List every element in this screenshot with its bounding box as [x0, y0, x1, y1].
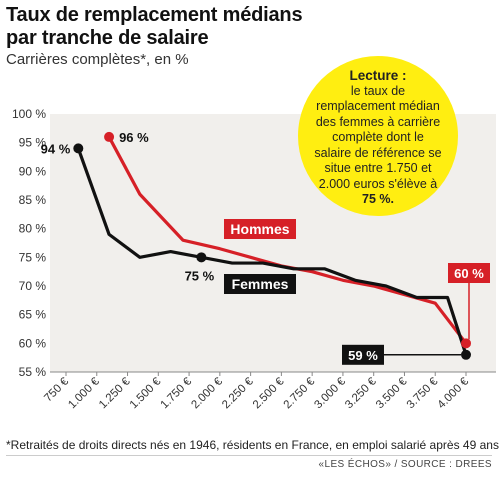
- x-tick-label: 1.500 €: [128, 375, 164, 411]
- data-label: 94 %: [41, 141, 71, 156]
- x-tick-label: 2.250 €: [220, 375, 256, 411]
- y-tick-label: 80 %: [19, 222, 47, 236]
- x-tick-label: 1.000 €: [66, 375, 102, 411]
- x-tick-label: 2.750 €: [282, 375, 318, 411]
- source-credit: «LES ÉCHOS» / SOURCE : DREES: [318, 459, 492, 470]
- series-tag-label: Femmes: [232, 276, 289, 292]
- footnote: *Retraités de droits directs nés en 1946…: [6, 438, 500, 452]
- x-tick-label: 750 €: [42, 375, 71, 404]
- y-tick-label: 55 %: [19, 365, 47, 379]
- y-tick-label: 70 %: [19, 279, 47, 293]
- point-marker: [104, 131, 115, 142]
- data-label: 59 %: [348, 348, 378, 363]
- x-tick-label: 2.500 €: [251, 375, 287, 411]
- y-tick-label: 90 %: [19, 164, 47, 178]
- x-tick-label: 1.250 €: [97, 375, 133, 411]
- y-tick-label: 85 %: [19, 193, 47, 207]
- x-tick-label: 1.750 €: [159, 375, 195, 411]
- y-axis: 100 % 95 % 90 % 85 % 80 % 75 % 70 % 65 % 60 % 55 …: [12, 107, 46, 379]
- x-tick-label: 2.000 €: [189, 375, 225, 411]
- x-tick-label: 3.250 €: [343, 375, 379, 411]
- point-marker: [461, 349, 471, 360]
- y-tick-label: 95 %: [19, 136, 47, 150]
- reading-callout: Lecture : le taux de remplacement médian…: [298, 56, 458, 216]
- data-label: 75 %: [185, 268, 215, 283]
- series-tag-label: Hommes: [230, 221, 289, 237]
- callout-text: le taux de remplacement médian des femme…: [314, 83, 442, 191]
- x-tick-label: 4.000 €: [436, 375, 472, 411]
- point-marker: [461, 338, 471, 349]
- y-tick-label: 65 %: [19, 308, 47, 322]
- chart-subtitle: Carrières complètes*, en %: [6, 51, 189, 68]
- callout-body: le taux de remplacement médian des femme…: [298, 84, 458, 208]
- chart-title: Taux de remplacement médians par tranche…: [6, 4, 303, 49]
- y-tick-label: 100 %: [12, 107, 46, 121]
- point-marker: [196, 252, 207, 263]
- end-label-bg: [342, 344, 384, 365]
- point-marker: [73, 143, 84, 154]
- y-tick-label: 75 %: [19, 250, 47, 264]
- series-layer: [76, 136, 468, 356]
- y-tick-label: 60 %: [19, 336, 47, 350]
- series-tag-bg: [224, 274, 296, 294]
- series-tag-bg: [224, 219, 296, 239]
- data-label: 60 %: [454, 266, 484, 281]
- x-axis: 750 €1.000 €1.250 €1.500 €1.750 €2.000 €…: [42, 371, 496, 411]
- label-layer: 94 % 96 % 75 % Hommes Femmes 60 % 59 %: [41, 130, 490, 365]
- series-line-femmes: [76, 147, 468, 356]
- x-tick-label: 3.000 €: [312, 375, 348, 411]
- end-label-bg: [448, 263, 490, 283]
- x-tick-label: 3.750 €: [405, 375, 441, 411]
- data-label: 96 %: [119, 130, 149, 145]
- callout-highlight: 75 %.: [362, 192, 394, 206]
- divider: [6, 455, 492, 456]
- x-tick-label: 3.500 €: [374, 375, 410, 411]
- callout-head: Lecture :: [349, 68, 407, 83]
